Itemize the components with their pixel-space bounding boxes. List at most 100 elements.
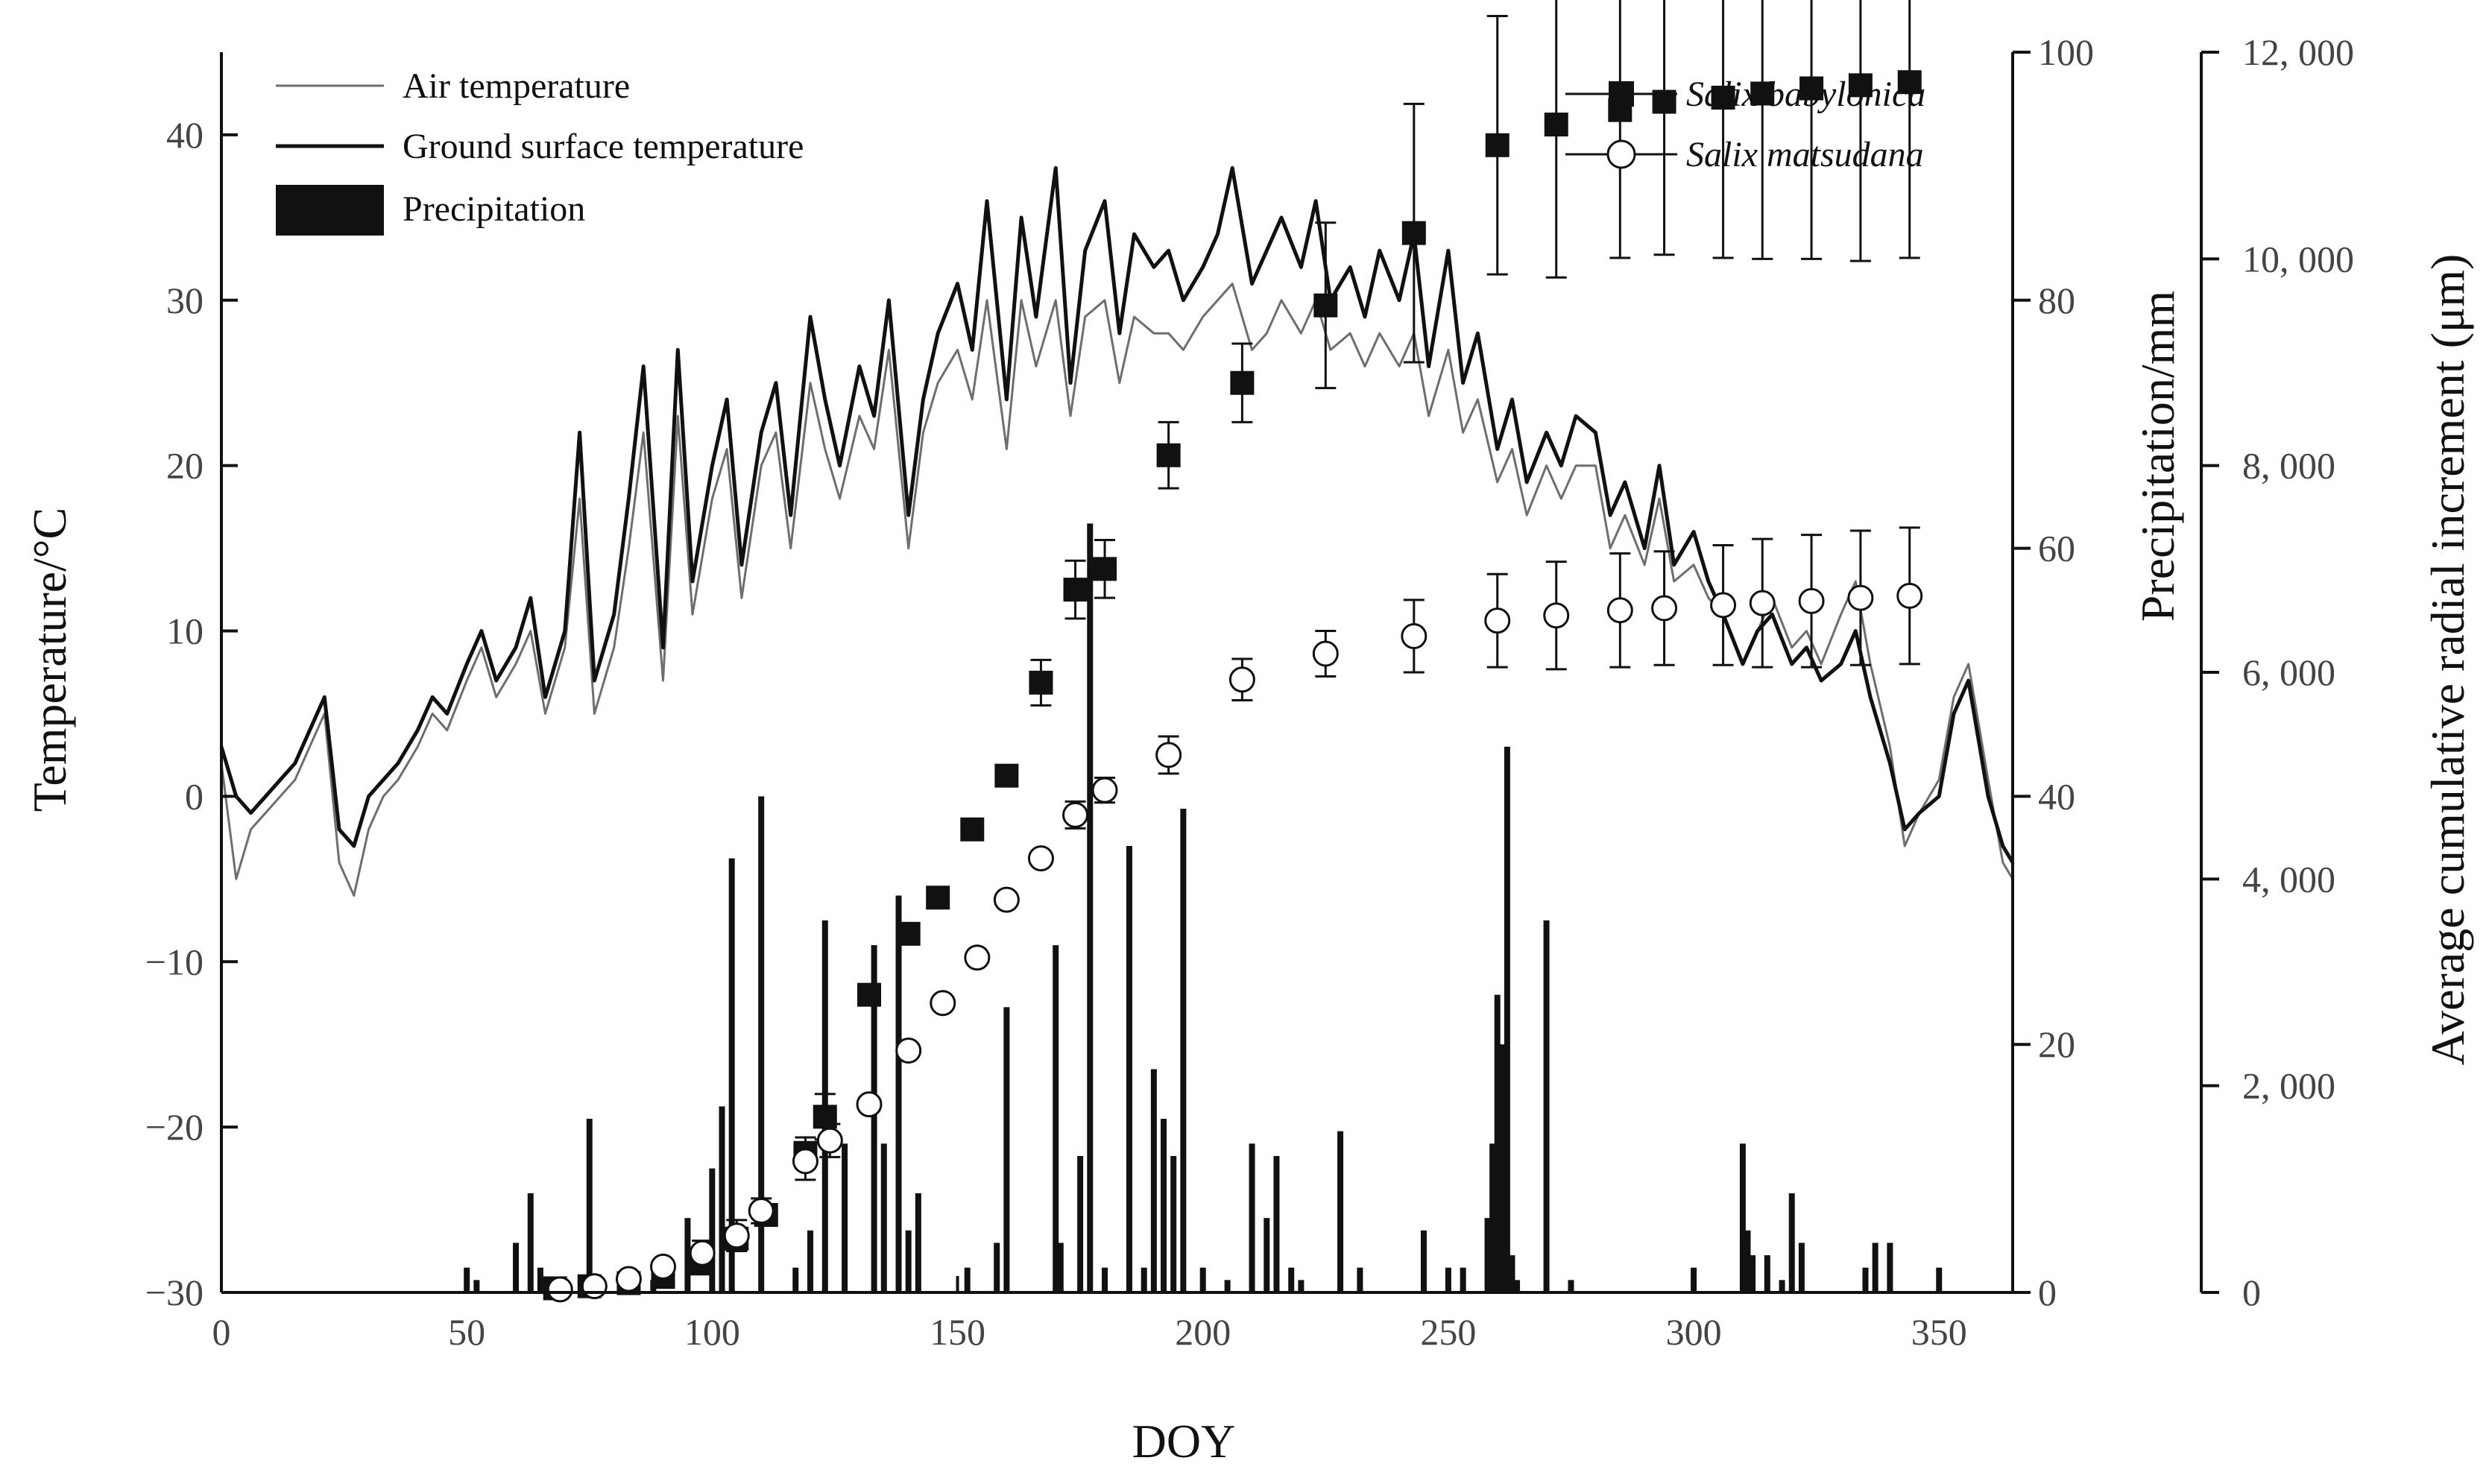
precip-bar [1862,1267,1869,1292]
babylonica-point [926,885,950,910]
matsudana-point [1091,777,1118,803]
precip-bar [758,796,765,1292]
precip-bar [684,1218,691,1292]
temperature-tick-label: 20 [166,445,204,487]
legend-right: Salix babylonica Salix matsudana [1565,75,1925,174]
precip-bar [1170,1155,1177,1292]
precip-bar [1150,1069,1157,1292]
precip-bar [1764,1255,1770,1292]
precipitation-tick-label: 20 [2038,1023,2075,1065]
increment-axis-title: Average cumulative radial increment (μm) [2421,254,2474,1066]
matsudana-point [792,1148,818,1175]
x-tick-label: 150 [930,1311,985,1353]
x-tick-label: 100 [684,1311,740,1353]
increment-tick-label: 6, 000 [2242,651,2335,693]
babylonica-point [1485,133,1510,157]
x-tick-label: 0 [212,1311,231,1353]
matsudana-point [993,886,1020,913]
precip-bar [994,1243,1000,1292]
precip-bar [537,1267,543,1292]
temperature-tick-label: 30 [166,280,204,321]
precip-bar [871,945,877,1292]
matsudana-point [1027,845,1054,872]
legend-babylonica-label: Salix babylonica [1686,75,1925,114]
babylonica-point [1544,113,1568,137]
increment-tick-label: 2, 000 [2242,1065,2335,1107]
temperature-tick-label: −10 [145,941,204,982]
legend-air-label: Air temperature [403,66,630,106]
legend-precip-label: Precipitation [403,189,585,229]
matsudana-point [1062,801,1089,828]
temperature-tick-label: −20 [145,1106,204,1148]
precip-bar [1744,1230,1751,1292]
precip-bar [1750,1255,1756,1292]
precip-bar [1494,994,1501,1292]
matsudana-point [1401,622,1428,649]
temperature-tick-label: 40 [166,114,204,156]
babylonica-point [1156,443,1181,467]
x-tick-label: 350 [1911,1311,1967,1353]
precip-bar [905,1230,912,1292]
matsudana-point [930,990,956,1017]
babylonica-point [1063,578,1088,602]
matsudana-point [748,1197,775,1224]
precip-bar [1288,1267,1295,1292]
temperature-tick-label: 0 [185,775,204,817]
x-tick-label: 50 [448,1311,485,1353]
precip-bar [1141,1267,1147,1292]
precip-bar [1484,1218,1491,1292]
precip-bar [1057,1243,1064,1292]
ground-temperature-line [219,165,2015,864]
matsudana-point [1710,592,1737,619]
matsudana-point [723,1222,750,1249]
precip-bar [807,1230,814,1292]
babylonica-point [1799,76,1824,101]
babylonica-point [1230,370,1255,395]
legend-matsudana-marker [1606,139,1636,169]
legend-babylonica-marker [1609,81,1634,107]
matsudana-point [1606,597,1633,624]
babylonica-point [1848,73,1873,98]
precip-bar [1053,945,1059,1292]
x-tick-label: 250 [1420,1311,1476,1353]
precip-bar [1161,1119,1167,1292]
precip-bar [1102,1267,1108,1292]
precip-bar [1504,746,1510,1292]
precip-bar [473,1280,480,1292]
precip-bar [1872,1243,1878,1292]
precipitation-axis-title: Precipitation/mm [2131,291,2184,622]
precipitation-tick-label: 40 [2038,775,2075,817]
precip-bar [1298,1280,1305,1292]
precip-bar [1489,1143,1496,1292]
matsudana-point [615,1266,642,1292]
increment-tick-label: 0 [2242,1272,2261,1313]
legend-left: Air temperature Ground surface temperatu… [276,66,804,236]
precipitation-tick-label: 100 [2038,31,2094,73]
babylonica-point [1313,293,1338,318]
legend-precip-swatch [276,185,384,236]
precip-bar [1357,1267,1363,1292]
babylonica-point [1711,86,1735,110]
ground-temperature-series [219,165,2015,864]
air-temperature-line [220,282,2014,897]
precip-bar [1739,1143,1746,1292]
legend-ground-label: Ground surface temperature [403,127,804,166]
x-tick-label: 300 [1666,1311,1722,1353]
increment-tick-label: 10, 000 [2242,238,2354,280]
matsudana-point [1543,602,1570,629]
matsudana-point [1798,587,1825,614]
legend-matsudana-label: Salix matsudana [1686,135,1924,174]
precip-bar [1514,1280,1521,1292]
babylonica-point [896,921,921,946]
babylonica-point [960,817,985,842]
precip-bar [915,1193,921,1292]
precip-bar [1499,1044,1506,1292]
radial-increment-markers [543,0,1923,1303]
matsudana-point [1651,595,1678,622]
precip-bar [719,1106,725,1292]
precip-bar [1264,1218,1270,1292]
precip-bar [895,895,902,1292]
precipitation-tick-label: 0 [2038,1272,2057,1313]
precip-bar [842,1143,848,1292]
